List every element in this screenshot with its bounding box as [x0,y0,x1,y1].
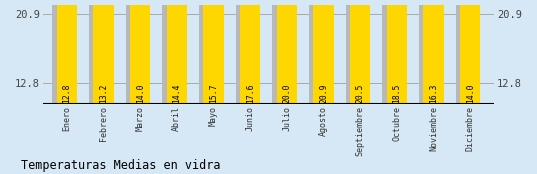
Bar [89,0,109,104]
Text: 20.9: 20.9 [319,84,328,103]
Bar [166,0,187,104]
Bar [346,0,366,104]
Text: 12.8: 12.8 [62,84,71,103]
Text: 14.4: 14.4 [172,84,182,103]
Bar [126,0,146,104]
Bar [204,0,223,104]
Text: 15.7: 15.7 [209,84,218,103]
Bar [424,0,444,104]
Bar [199,0,219,104]
Bar [419,0,439,104]
Bar [272,0,293,104]
Bar [162,0,183,104]
Text: 16.3: 16.3 [429,84,438,103]
Text: 20.0: 20.0 [282,84,292,103]
Bar [57,0,77,104]
Text: 14.0: 14.0 [136,84,144,103]
Text: 18.5: 18.5 [393,84,401,103]
Bar [460,0,480,104]
Text: 13.2: 13.2 [99,84,108,103]
Bar [52,0,72,104]
Bar [387,0,407,104]
Text: 14.0: 14.0 [466,84,475,103]
Bar [236,0,256,104]
Bar [130,0,150,104]
Bar [309,0,329,104]
Bar [314,0,333,104]
Text: Temperaturas Medias en vidra: Temperaturas Medias en vidra [21,159,221,172]
Text: 17.6: 17.6 [245,84,255,103]
Bar [456,0,476,104]
Bar [350,0,371,104]
Bar [93,0,113,104]
Bar [382,0,403,104]
Text: 20.5: 20.5 [355,84,365,103]
Bar [277,0,297,104]
Bar [240,0,260,104]
